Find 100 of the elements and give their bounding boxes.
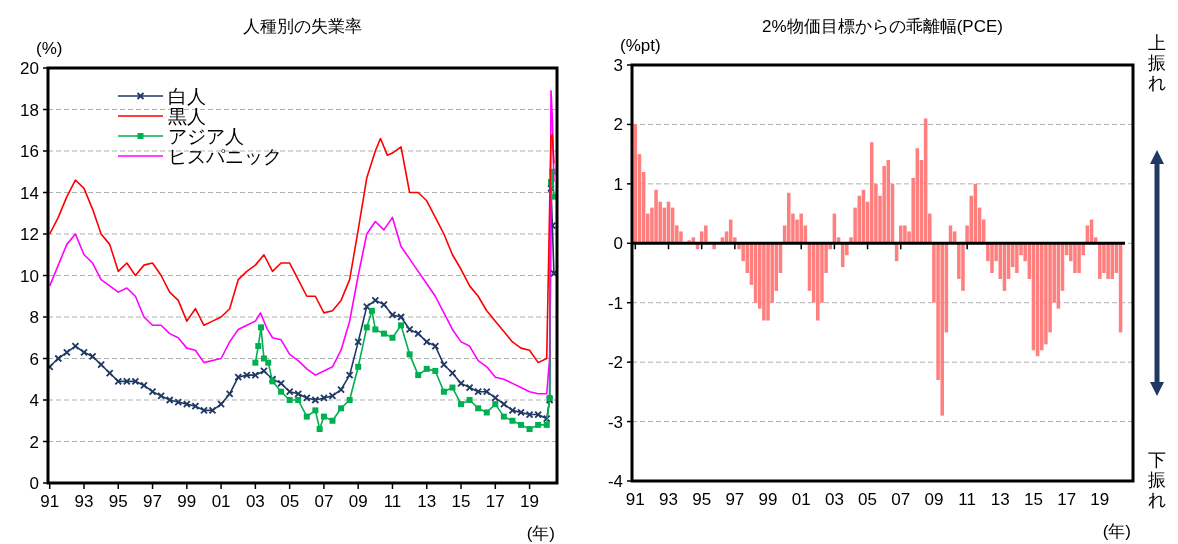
y-tick-label: 2 [29,432,39,452]
point [500,413,507,420]
point [423,365,430,372]
y-tick-label: 3 [613,56,623,75]
point [295,397,302,403]
point [329,417,336,424]
point [492,401,499,408]
bar [903,225,907,244]
point [449,384,456,391]
bar [787,192,791,244]
x-tick-label: 99 [758,490,778,509]
bar [799,213,803,244]
point [458,401,465,408]
y-tick-label: 18 [20,100,39,120]
y-tick-label: 4 [29,391,39,410]
y-tick-label: 2 [613,115,623,135]
bar [704,225,708,244]
x-tick-label: 01 [791,490,811,509]
point [320,413,327,420]
bar [1106,243,1110,279]
bar [1015,243,1019,273]
x-tick-label: 19 [520,492,540,511]
x-axis-title: (年) [526,524,555,543]
point [316,426,323,433]
x-tick-label: 11 [958,490,976,509]
legend-label: 白人 [168,86,206,107]
text: 上振れ [1148,33,1166,93]
point [389,334,396,341]
y-tick-label: -1 [607,293,623,313]
point [380,330,387,337]
x-tick-label: 07 [891,490,911,509]
point [535,421,542,428]
x-tick-label: 15 [1024,490,1043,509]
y-tick-label: 0 [613,234,623,254]
x-tick-label: 09 [348,492,368,511]
point [406,351,413,358]
y-tick-label: 12 [20,225,39,244]
bar [1077,243,1081,273]
chart-title: 2%物価目標からの乖離幅(PCE) [762,17,1003,36]
y-tick-label: 8 [29,308,39,327]
point [372,326,379,333]
legend-label: アジア人 [168,126,244,147]
point [440,388,447,395]
point [303,413,310,420]
point [338,405,345,412]
x-tick-label: 05 [280,492,300,511]
point [258,324,265,331]
x-tick-label: 09 [924,490,944,509]
point [398,322,405,329]
x-tick-label: 97 [143,492,162,511]
x-tick-label: 13 [990,490,1010,509]
x-tick-label: 15 [451,492,471,511]
bar [816,243,820,321]
x-tick-label: 19 [1090,490,1110,509]
y-tick-label: -4 [607,472,623,491]
bar [654,189,658,244]
bar [766,243,770,321]
x-tick-label: 05 [858,490,878,509]
y-axis-title: (%) [36,39,63,58]
y-tick-label: -3 [607,412,623,432]
y-tick-label: 1 [613,174,623,194]
point [475,405,482,412]
x-tick-label: 95 [108,492,128,511]
x-tick-label: 91 [625,490,645,509]
x-tick-label: 91 [40,492,60,511]
x-tick-label: 11 [383,492,402,511]
legend-label: 黒人 [168,106,206,127]
bar [1098,243,1102,279]
y-axis-title: (%pt) [620,36,661,55]
point [286,397,293,403]
bar [961,243,965,291]
legend-label: ヒスパニック [168,146,282,167]
point [415,372,422,379]
point [509,417,516,424]
x-tick-label: 13 [417,492,437,511]
chart-title: 人種別の失業率 [243,17,362,36]
y-tick-label: 10 [20,266,39,286]
point [483,409,490,416]
point [346,397,353,403]
point [432,367,439,374]
y-tick-label: 6 [29,349,39,369]
point [252,359,259,366]
text: 下振れ [1148,450,1166,510]
point [466,397,473,403]
point [312,407,319,414]
y-tick-label: 20 [20,59,39,78]
point [543,421,550,428]
y-tick-label: 0 [29,474,39,493]
y-tick-label: -2 [607,353,623,373]
x-tick-label: 99 [177,492,197,511]
bar [940,243,944,416]
point [355,363,362,370]
x-tick-label: 95 [692,490,712,509]
x-tick-label: 97 [725,490,745,509]
x-tick-label: 07 [314,492,334,511]
x-tick-label: 03 [245,492,265,511]
x-tick-label: 17 [1057,490,1077,509]
x-tick-label: 01 [211,492,231,511]
bar [1073,243,1077,273]
bar [898,225,903,244]
